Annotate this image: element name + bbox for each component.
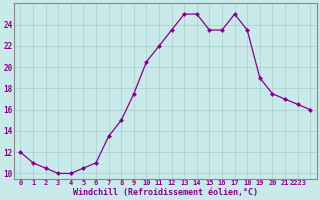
X-axis label: Windchill (Refroidissement éolien,°C): Windchill (Refroidissement éolien,°C) — [73, 188, 258, 197]
